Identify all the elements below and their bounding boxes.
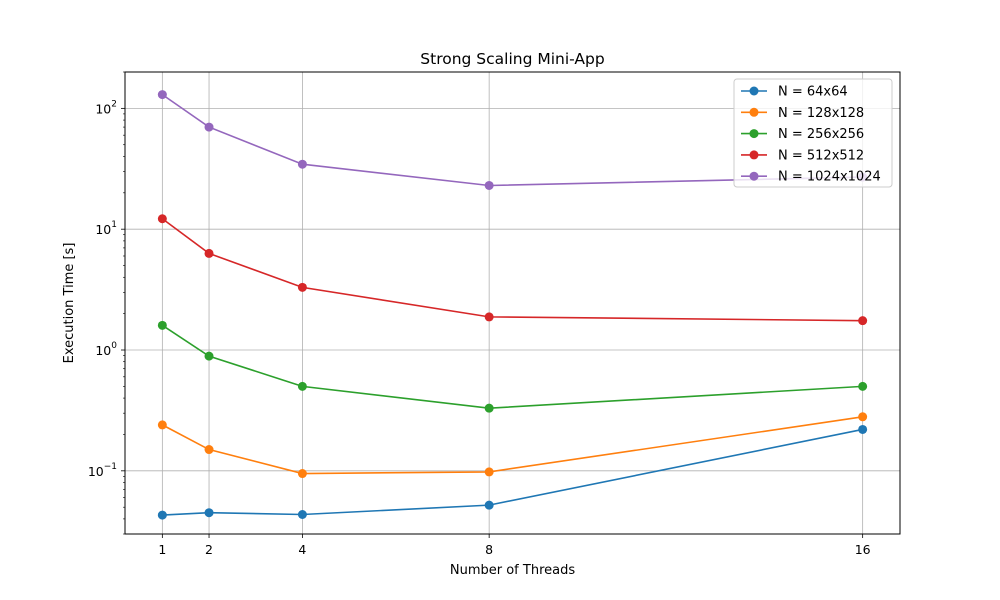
data-point <box>858 424 868 434</box>
data-point <box>297 469 307 479</box>
x-axis-label: Number of Threads <box>450 563 575 578</box>
data-point <box>204 351 214 361</box>
legend-marker <box>749 86 759 96</box>
data-point <box>157 420 167 430</box>
data-point <box>484 180 494 190</box>
x-tick-label: 2 <box>205 542 213 557</box>
y-tick-label: 101 <box>95 220 117 237</box>
chart-title: Strong Scaling Mini-App <box>420 50 604 68</box>
data-point <box>297 510 307 520</box>
plot-frame <box>124 71 901 535</box>
data-point <box>297 282 307 292</box>
data-point <box>204 248 214 258</box>
data-point <box>204 122 214 132</box>
data-point <box>858 412 868 422</box>
y-tick-label: 100 <box>95 341 117 358</box>
legend-marker <box>749 107 759 117</box>
y-tick-label: 10−1 <box>88 462 117 479</box>
data-point <box>204 508 214 518</box>
data-point <box>297 381 307 391</box>
legend-label: N = 256x256 <box>778 127 864 142</box>
data-point <box>157 90 167 100</box>
data-point <box>484 467 494 477</box>
legend-label: N = 128x128 <box>778 106 864 121</box>
legend: N = 64x64 N = 128x128 N = 256x256 N = 512x5… <box>733 78 893 188</box>
x-tick-label: 8 <box>485 542 493 557</box>
series-layer <box>157 90 868 520</box>
y-tick-label: 102 <box>95 99 117 116</box>
legend-marker <box>749 150 759 160</box>
legend-label: N = 64x64 <box>778 85 848 100</box>
legend-marker <box>749 171 759 181</box>
axis-ticks: 1 2 4 8 16 10−1 100 101 102 <box>88 71 871 557</box>
data-point <box>858 316 868 326</box>
data-point <box>484 403 494 413</box>
x-tick-label: 4 <box>298 542 306 557</box>
data-point <box>297 159 307 169</box>
legend-box <box>733 78 893 188</box>
series-n-512x512 <box>157 214 868 326</box>
legend-label: N = 1024x1024 <box>778 170 881 185</box>
y-axis-label: Execution Time [s] <box>62 243 77 364</box>
data-point <box>157 214 167 224</box>
data-point <box>484 500 494 510</box>
series-n-256x256 <box>157 320 868 413</box>
data-point <box>157 320 167 330</box>
series-n-128x128 <box>157 412 868 479</box>
data-point <box>484 312 494 322</box>
series-n-64x64 <box>157 424 868 520</box>
data-point <box>157 510 167 520</box>
legend-label: N = 512x512 <box>778 148 864 163</box>
legend-marker <box>749 129 759 139</box>
data-point <box>204 445 214 455</box>
data-point <box>858 381 868 391</box>
x-tick-label: 16 <box>855 542 871 557</box>
x-tick-label: 1 <box>158 542 166 557</box>
